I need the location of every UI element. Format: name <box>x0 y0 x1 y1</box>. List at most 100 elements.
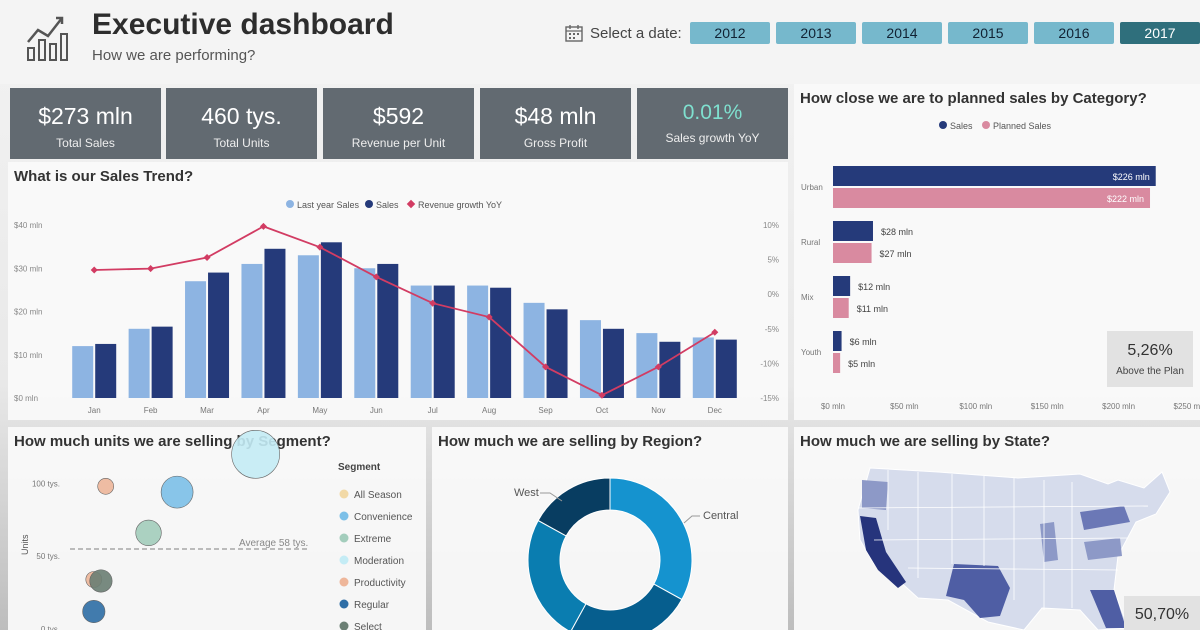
donut-slice <box>570 583 683 630</box>
scatter-point <box>89 569 113 593</box>
category-label: Rural <box>801 238 820 247</box>
state-virginia <box>1084 538 1122 560</box>
segment-legend-label: Convenience <box>354 512 413 523</box>
bar-sales <box>546 309 568 398</box>
legend-label-planned: Planned Sales <box>993 121 1052 131</box>
segment-chart[interactable]: Units Average 58 tys. 0 tys. 50 tys. 100 t… <box>8 427 426 630</box>
y-tick-label: $40 mln <box>14 221 42 230</box>
bar-sales <box>95 343 117 398</box>
kpi-label: Total Sales <box>56 136 115 150</box>
scatter-point <box>97 478 114 495</box>
growth-point <box>203 253 211 262</box>
bar-last-year <box>128 328 150 398</box>
bar-sales <box>659 341 681 398</box>
x-tick-label: Oct <box>596 406 609 415</box>
kpi-label: Gross Profit <box>523 136 588 150</box>
year-button-2013[interactable]: 2013 <box>776 22 856 44</box>
segment-legend-label: Productivity <box>354 578 406 589</box>
x-tick-label: Jul <box>428 406 438 415</box>
kpi-label: Sales growth YoY <box>665 131 760 145</box>
x-tick-label: Jan <box>88 406 101 415</box>
above-plan-label: Above the Plan <box>1116 366 1184 377</box>
segment-legend-marker <box>339 599 349 609</box>
year-button-2014[interactable]: 2014 <box>862 22 942 44</box>
bar-last-year <box>579 320 601 398</box>
above-plan-badge: 5,26% Above the Plan <box>1107 331 1193 387</box>
x-tick-label: $200 mln <box>1102 402 1135 411</box>
segment-legend-label: Extreme <box>354 534 392 545</box>
us-state-map[interactable] <box>818 460 1178 630</box>
category-chart[interactable]: Sales Planned Sales Urban $226 mln $222 ml… <box>794 84 1200 420</box>
bar-planned <box>833 353 841 373</box>
kpi-sales-growth: 0.01% Sales growth YoY <box>637 88 788 159</box>
bar-sales <box>208 272 230 398</box>
kpi-label: Total Units <box>213 136 270 150</box>
kpi-value: 460 tys. <box>201 103 282 129</box>
year-button-2012[interactable]: 2012 <box>690 22 770 44</box>
state-california <box>860 516 906 588</box>
x-tick-label: Nov <box>651 406 665 415</box>
y-tick-label: $30 mln <box>14 264 42 273</box>
trend-legend: Last year Sales Sales Revenue growth YoY <box>286 199 502 210</box>
y2-tick-label: -10% <box>760 359 779 368</box>
y-tick-label: $10 mln <box>14 351 42 360</box>
growth-point <box>147 265 155 273</box>
year-button-2015[interactable]: 2015 <box>948 22 1028 44</box>
segment-legend-label: Select <box>354 622 382 630</box>
bar-sales <box>833 331 842 351</box>
scatter-point <box>160 475 194 509</box>
bar-sales <box>833 276 851 296</box>
category-label: Mix <box>801 293 813 302</box>
growth-line <box>94 225 716 397</box>
year-button-2017[interactable]: 2017 <box>1120 22 1200 44</box>
legend-marker-sales <box>365 200 373 208</box>
scatter-point <box>231 429 280 479</box>
legend-marker-sales <box>939 121 947 129</box>
x-tick-label: $250 mln <box>1174 402 1200 411</box>
donut-slice <box>609 477 693 601</box>
growth-point <box>429 299 437 307</box>
x-tick-label: Feb <box>144 406 158 415</box>
bar-last-year <box>467 285 489 398</box>
bar-last-year <box>354 268 376 398</box>
growth-point <box>542 363 550 371</box>
x-tick-label: $0 mln <box>821 402 845 411</box>
average-label: Average 58 tys. <box>239 538 308 549</box>
y-tick-label: $20 mln <box>14 308 42 317</box>
region-chart[interactable]: West Central <box>432 427 788 630</box>
state-oregon <box>862 480 888 510</box>
region-panel: How much we are selling by Region? <box>432 427 788 630</box>
data-label-planned: $11 mln <box>857 304 888 314</box>
state-texas <box>946 564 1010 618</box>
x-tick-label: Apr <box>257 406 270 415</box>
sales-trend-chart[interactable]: Last year Sales Sales Revenue growth YoY… <box>8 162 788 420</box>
kpi-total-units: 460 tys. Total Units <box>166 88 317 159</box>
bar-sales <box>151 326 173 398</box>
segment-legend-marker <box>339 577 349 587</box>
segment-legend-title: Segment <box>338 462 381 473</box>
data-label-sales: $28 mln <box>881 227 913 237</box>
kpi-revenue-per-unit: $592 Revenue per Unit <box>323 88 474 159</box>
legend-label-growth: Revenue growth YoY <box>418 200 502 210</box>
bar-last-year <box>72 346 94 398</box>
y2-tick-label: -15% <box>760 394 779 403</box>
scatter-point <box>82 600 106 624</box>
state-badge: 50,70% <box>1124 596 1200 630</box>
page-subtitle: How we are performing? <box>92 47 256 64</box>
calendar-icon <box>565 25 583 42</box>
bar-last-year <box>185 281 207 398</box>
date-select-label: Select a date: <box>590 25 682 42</box>
page-title: Executive dashboard <box>92 8 394 41</box>
year-button-2016[interactable]: 2016 <box>1034 22 1114 44</box>
state-new-york <box>1080 506 1130 530</box>
y-tick-label: $0 mln <box>14 394 38 403</box>
x-tick-label: $50 mln <box>890 402 918 411</box>
kpi-value: 0.01% <box>682 101 743 124</box>
bar-sales <box>490 287 512 398</box>
state-illinois <box>1040 522 1058 562</box>
bar-sales <box>602 328 624 398</box>
data-label-sales: $12 mln <box>858 282 890 292</box>
above-plan-value: 5,26% <box>1127 342 1173 359</box>
y2-tick-label: 10% <box>763 221 779 230</box>
growth-point <box>711 328 719 336</box>
